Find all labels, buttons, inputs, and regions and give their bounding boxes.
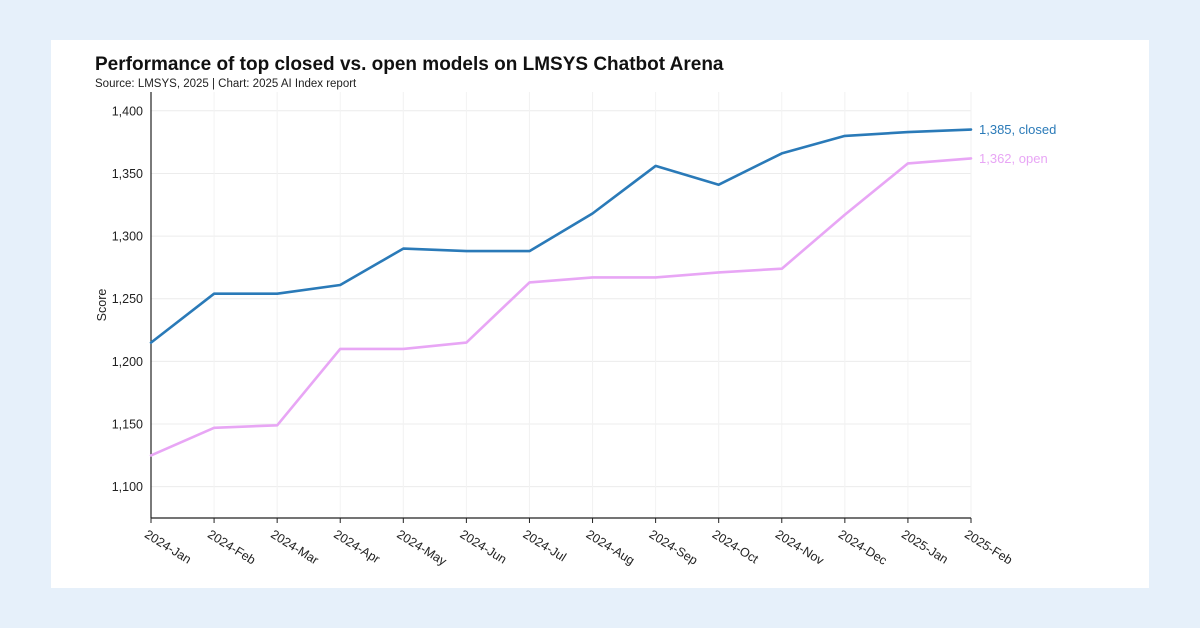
series-line-closed xyxy=(149,128,973,344)
series-line-open xyxy=(149,157,973,457)
x-tick-label: 2024-Mar xyxy=(268,527,321,567)
x-tick-label: 2025-Jan xyxy=(899,527,951,567)
x-tick-label: 2025-Feb xyxy=(962,527,1015,567)
chart-title: Performance of top closed vs. open model… xyxy=(95,54,724,75)
x-tick-label: 2024-May xyxy=(394,527,449,569)
y-tick-label: 1,400 xyxy=(112,104,143,118)
x-tick-label: 2024-Sep xyxy=(647,527,700,568)
x-tick-label: 2024-Dec xyxy=(836,527,889,568)
chart-subtitle: Source: LMSYS, 2025 | Chart: 2025 AI Ind… xyxy=(95,78,357,90)
line-chart: 1,100 1,150 1,200 1,250 1,300 1,350 1,400 2024-… xyxy=(95,92,1056,569)
end-label-open: 1,362, open xyxy=(979,151,1048,166)
y-axis-title: Score xyxy=(95,289,109,322)
y-tick-label: 1,350 xyxy=(112,167,143,181)
y-tick-label: 1,250 xyxy=(112,292,143,306)
x-tick-label: 2024-Jul xyxy=(521,527,569,564)
y-tick-label: 1,300 xyxy=(112,230,143,244)
y-tick-label: 1,150 xyxy=(112,418,143,432)
y-tick-label: 1,100 xyxy=(112,480,143,494)
end-label-closed: 1,385, closed xyxy=(979,122,1056,137)
x-tick-label: 2024-Oct xyxy=(710,527,761,566)
x-tick-label: 2024-Aug xyxy=(584,527,637,568)
y-tick-label: 1,200 xyxy=(112,355,143,369)
chart-card: Performance of top closed vs. open model… xyxy=(51,40,1149,588)
x-tick-label: 2024-Feb xyxy=(205,527,258,567)
x-tick-label: 2024-Jan xyxy=(142,527,194,567)
x-tick-label: 2024-Apr xyxy=(331,527,382,566)
x-tick-label: 2024-Nov xyxy=(773,527,827,568)
x-tick-label: 2024-Jun xyxy=(457,527,509,567)
